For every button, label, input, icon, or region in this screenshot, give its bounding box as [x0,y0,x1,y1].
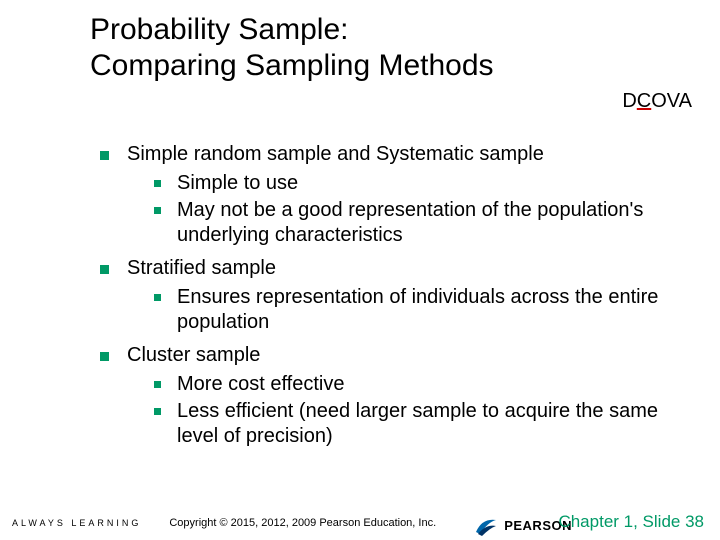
sub-bullet-group: More cost effective Less efficient (need… [154,372,690,449]
square-bullet-icon [154,180,161,187]
always-learning-text: ALWAYS LEARNING [12,518,141,528]
page-number: Chapter 1, Slide 38 [558,512,704,532]
sub-bullet-group: Ensures representation of individuals ac… [154,285,690,335]
square-bullet-icon [100,352,109,361]
title-line1: Probability Sample: [90,13,348,46]
tag-suffix: OVA [651,90,692,112]
bullet-level2: Less efficient (need larger sample to ac… [154,399,690,449]
tag-prefix: D [622,90,636,112]
bullet-level1: Stratified sample [100,256,690,281]
bullet-text: More cost effective [177,372,344,397]
bullet-text: Simple random sample and Systematic samp… [127,142,544,167]
square-bullet-icon [154,381,161,388]
content-body: Simple random sample and Systematic samp… [100,142,690,457]
pearson-swoosh-icon [474,514,498,536]
title-line2: Comparing Sampling Methods [90,49,494,82]
bullet-level1: Cluster sample [100,343,690,368]
square-bullet-icon [154,294,161,301]
square-bullet-icon [154,207,161,214]
sub-bullet-group: Simple to use May not be a good represen… [154,171,690,248]
tag-underlined: C [637,90,651,112]
pearson-logo: PEARSON [474,514,572,536]
bullet-level2: May not be a good representation of the … [154,198,690,248]
bullet-level1: Simple random sample and Systematic samp… [100,142,690,167]
bullet-text: Cluster sample [127,343,260,368]
square-bullet-icon [100,265,109,274]
bullet-text: May not be a good representation of the … [177,198,690,248]
bullet-text: Ensures representation of individuals ac… [177,285,690,335]
footer: ALWAYS LEARNING Copyright © 2015, 2012, … [0,506,720,540]
bullet-level2: Ensures representation of individuals ac… [154,285,690,335]
copyright-text: Copyright © 2015, 2012, 2009 Pearson Edu… [169,517,436,529]
slide-title: Probability Sample: Comparing Sampling M… [90,12,494,84]
bullet-level2: More cost effective [154,372,690,397]
bullet-text: Less efficient (need larger sample to ac… [177,399,690,449]
bullet-text: Stratified sample [127,256,276,281]
bullet-text: Simple to use [177,171,298,196]
square-bullet-icon [154,408,161,415]
slide: Probability Sample: Comparing Sampling M… [0,0,720,540]
dcova-tag: DCOVA [622,90,692,113]
square-bullet-icon [100,151,109,160]
bullet-level2: Simple to use [154,171,690,196]
